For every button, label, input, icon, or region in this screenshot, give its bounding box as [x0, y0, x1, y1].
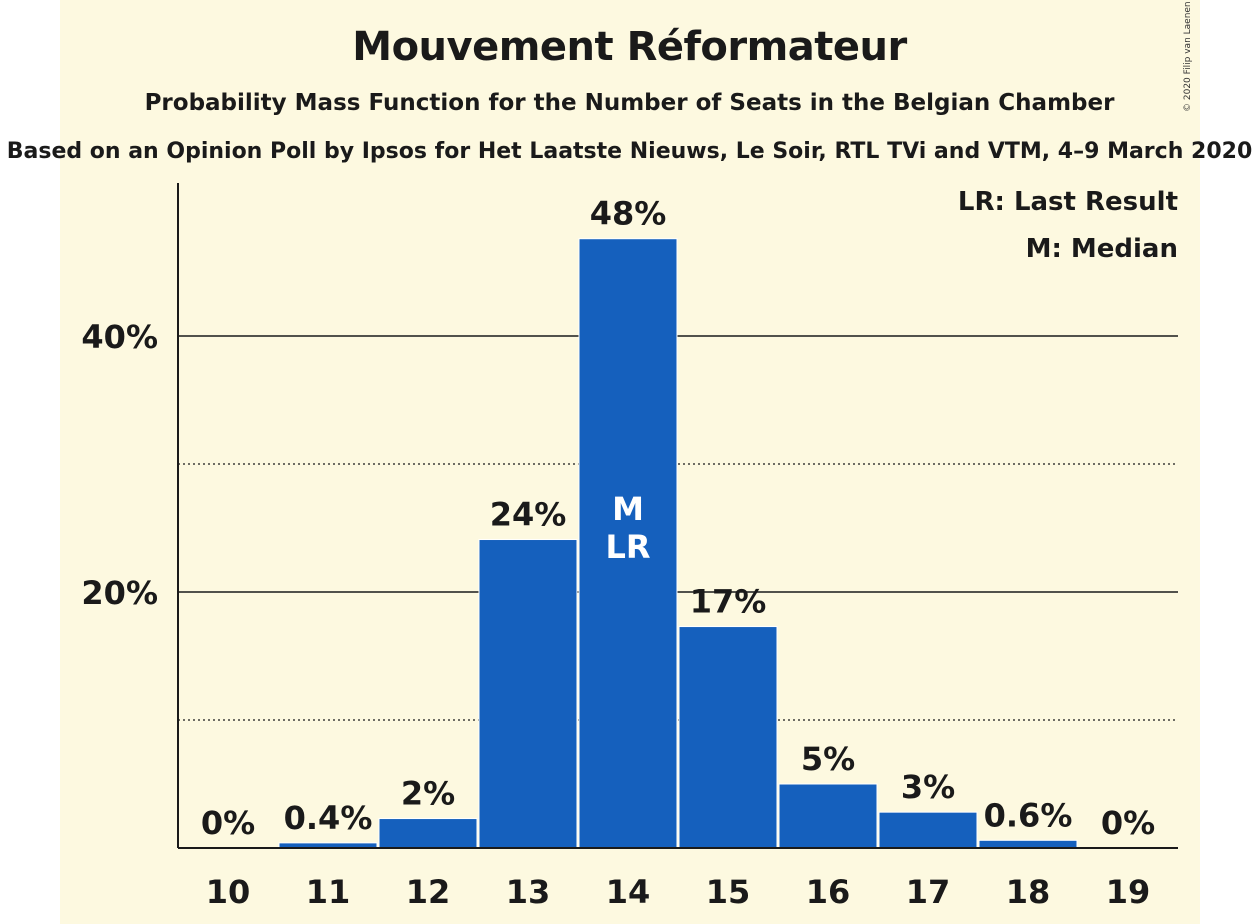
- x-tick-label: 16: [806, 873, 851, 911]
- bar: [778, 783, 878, 849]
- bar: [878, 811, 978, 849]
- bar: [578, 238, 678, 849]
- x-tick-label: 19: [1106, 873, 1151, 911]
- legend-entry: LR: Last Result: [958, 187, 1178, 217]
- y-tick-label: 40%: [81, 318, 158, 356]
- bar: [978, 839, 1078, 849]
- bar: [478, 539, 578, 849]
- bar-value-label: 0%: [1101, 804, 1155, 842]
- x-tick-label: 14: [606, 873, 651, 911]
- x-tick-label: 17: [906, 873, 951, 911]
- bar-mark-label: M: [612, 490, 644, 528]
- y-tick-label: 20%: [81, 574, 158, 612]
- bar: [678, 626, 778, 849]
- bar-value-label: 0.4%: [284, 799, 373, 837]
- bar-mark-label: LR: [605, 528, 650, 566]
- bar-value-label: 0.6%: [984, 796, 1073, 834]
- chart-subtitle: Probability Mass Function for the Number…: [144, 90, 1115, 116]
- legend-entry: M: Median: [1026, 234, 1178, 264]
- chart-source: Based on an Opinion Poll by Ipsos for He…: [6, 139, 1253, 164]
- x-tick-label: 10: [206, 873, 251, 911]
- chart-title: Mouvement Réformateur: [352, 24, 907, 70]
- x-tick-label: 15: [706, 873, 751, 911]
- bar-value-label: 2%: [401, 775, 455, 813]
- bar-value-label: 24%: [490, 496, 567, 534]
- bar-value-label: 5%: [801, 740, 855, 778]
- x-tick-label: 11: [306, 873, 351, 911]
- x-tick-label: 13: [506, 873, 551, 911]
- bar-value-label: 0%: [201, 804, 255, 842]
- x-tick-label: 12: [406, 873, 451, 911]
- bar-value-label: 48%: [590, 195, 667, 233]
- x-tick-label: 18: [1006, 873, 1051, 911]
- bar-value-label: 3%: [901, 768, 955, 806]
- bar: [378, 818, 478, 849]
- bar-value-label: 17%: [690, 583, 767, 621]
